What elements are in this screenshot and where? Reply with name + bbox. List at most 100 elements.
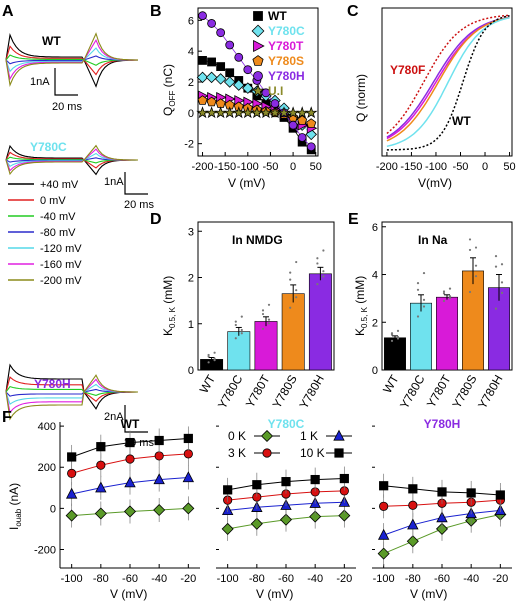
e-dot-WT [396,337,400,340]
scale3-current: 2nA [104,411,124,423]
d-dot-Y780H [322,249,325,252]
d-dot-Y780T [267,318,271,321]
b-xtick-label: -150 [214,161,236,173]
f-point-WT-3 K [96,460,106,470]
b-point-Y780C [232,79,245,91]
d-dot-WT [213,359,216,362]
f-xtick-label: -20 [492,573,508,585]
current-trace--200mV [5,32,138,87]
f-xtick-label: -40 [463,573,479,585]
d-dot-Y780C [234,337,237,340]
d-dot-Y780S [295,296,298,299]
b-ytick-label: 2 [188,77,194,89]
c-xtick-label: -200 [376,161,398,173]
f-point-WT-10 K [96,442,106,452]
e-dot-Y780H [494,265,498,268]
f-ytick-label: -200 [34,544,56,556]
e-dot-Y780H [494,307,498,310]
y780h-trace-label: Y780H [34,377,71,391]
b-point-Y780H [243,65,253,75]
f-point-WT-1 K [182,471,195,483]
f-legend-label-1: 1 K [300,429,318,443]
b-legend-marker-Y780S [252,55,264,66]
b-point-Y780H [306,142,316,152]
f-xtick-label: -60 [278,573,294,585]
scale1-time: 20 ms [52,101,82,113]
c-y-label: Q (norm) [354,74,368,122]
f-point-WT-10 K [154,435,164,446]
b-xtick-label: 50 [310,161,322,173]
d-bar-Y780T [254,321,278,371]
b-point-Y780H [234,52,244,62]
e-ytick-label: 0 [372,365,378,377]
current-trace--200mV [5,374,139,421]
d-dot-Y780T [267,322,271,325]
d-xtick-label-Y780S: Y780S [270,373,300,411]
b-ytick-label: 0 [188,108,194,120]
e-dot-Y780T [448,295,452,298]
f-point-Y780C-10 K [252,480,262,490]
f-point-Y780H-0 K [406,535,419,548]
legend-label-4: -120 mV [40,243,82,255]
f-legend-marker-0 [260,429,274,443]
plot-frame-c [381,7,513,157]
f-point-WT-0 K [65,509,78,522]
legend-label-0: +40 mV [40,179,79,191]
f-point-Y780H-10 K [495,490,505,500]
panel-c: C -200 -150 -100 -50 0 50 Y780F WT V(mV) Q (n… [347,3,516,190]
e-dot-Y780S [474,264,478,267]
f-point-WT-10 K [125,437,135,448]
f-point-WT-1 K [124,476,136,488]
b-point-Y780S [297,115,308,125]
b-point-Y780S [206,96,217,107]
b-point-Y780S [306,118,317,128]
d-xtick-label-WT: WT [197,372,219,396]
d-dot-Y780H [316,257,319,260]
e-dot-Y780T [442,299,446,303]
f-xtick-label: -80 [93,573,109,585]
e-y-label: K0.5, K (mM) [353,276,369,336]
d-dot-Y780C [234,323,237,327]
f-point-WT-0 K [182,502,195,515]
e-dot-WT [396,329,400,332]
e-bar-Y780S [462,270,484,371]
d-dot-Y780C [240,315,243,318]
b-legend-label-WT: WT [268,9,287,23]
d-dot-Y780S [295,260,298,264]
b-point-Y780H [198,11,207,21]
f-point-Y780C-0 K [221,522,234,535]
b-x-label: V (mV) [228,176,265,190]
panel-letter-d: D [150,211,162,228]
b-ytick-label: 4 [188,46,194,58]
f-ytick-label: 200 [38,462,56,474]
d-dot-Y780H [316,283,319,286]
d-ytick-label: 2 [188,273,194,285]
b-legend-marker-U.I [251,83,265,97]
e-dot-Y780S [468,290,472,294]
b-point-Y780H [207,19,216,28]
d-xtick-label-Y780C: Y780C [215,372,246,411]
f-title-1: Y780C [268,417,305,431]
c-curve-Y780C [386,16,510,148]
f-point-Y780H-0 K [377,547,390,560]
b-point-U.I [304,106,318,119]
f-point-WT-3 K [125,454,135,464]
d-dot-Y780C [240,328,243,332]
d-dot-Y780H [322,270,325,273]
e-dot-Y780C [422,298,426,301]
f-point-WT-3 K [183,449,193,459]
b-xtick-label: 0 [290,161,296,173]
e-dot-Y780C [422,305,426,308]
e-title: In Na [418,233,448,247]
f-legend-label-2: 3 K [228,446,246,460]
d-dot-Y780T [261,327,265,330]
panel-letter-a: A [2,3,14,20]
f-point-WT-3 K [67,468,77,479]
f-point-WT-10 K [183,433,193,444]
y780c-trace-label: Y780C [30,140,67,154]
f-xtick-label: -80 [405,573,421,585]
e-dot-Y780T [448,297,452,300]
f-xtick-label: -100 [61,573,83,585]
f-point-Y780C-10 K [223,485,233,495]
